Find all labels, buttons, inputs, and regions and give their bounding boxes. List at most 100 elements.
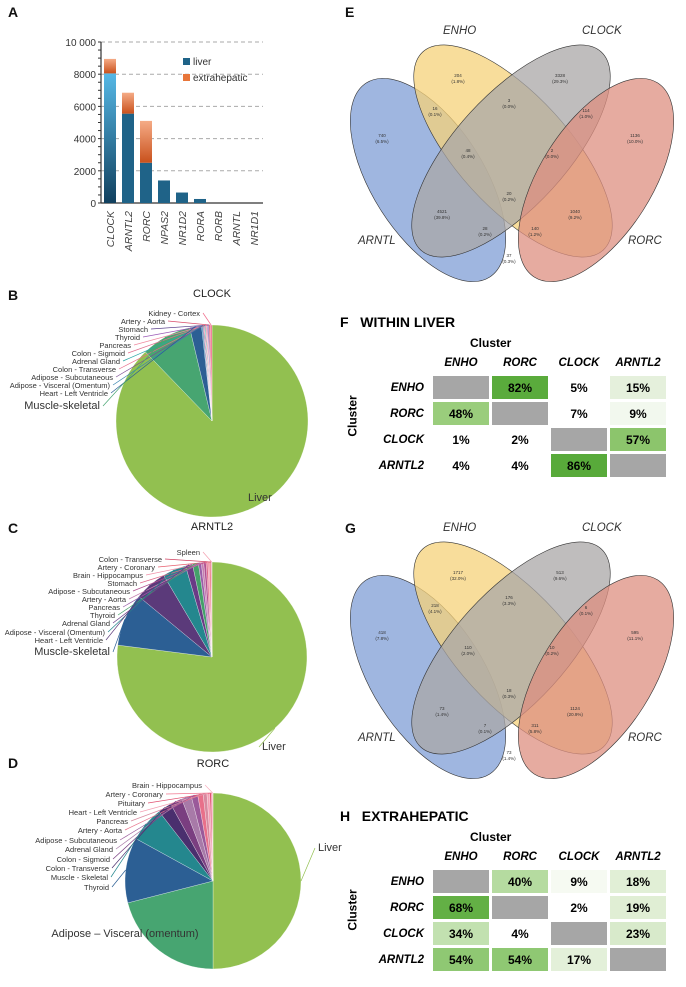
matrix-cell: 48%	[433, 402, 489, 425]
pie-label: Artery - Coronary	[105, 790, 163, 799]
venn-region-count: 10	[549, 645, 555, 650]
venn-region-percent: (7.8%)	[375, 636, 389, 641]
matrix-cell	[433, 870, 489, 893]
panel-label-f: F	[340, 314, 349, 330]
table-title: F WITHIN LIVER	[340, 314, 455, 330]
venn-region-percent: (0.3%)	[502, 259, 516, 264]
pie-leader-line	[167, 320, 210, 326]
pie-label: Pituitary	[118, 799, 145, 808]
pie-leader-line	[164, 558, 212, 563]
venn-set-rorc	[518, 575, 674, 779]
venn-region-count: 73	[506, 750, 512, 755]
venn-region-count: 595	[631, 630, 639, 635]
column-header: ARNTL2	[615, 851, 661, 863]
column-header: CLOCK	[558, 851, 600, 863]
pie-label: Artery - Coronary	[97, 563, 155, 572]
table-row: ARNTL2 4% 4% 86%	[373, 454, 666, 477]
table-row: RORC 68% 2% 19%	[373, 896, 666, 919]
matrix-cell: 40%	[492, 870, 548, 893]
venn-region-count: 3328	[555, 73, 566, 78]
pie-title: ARNTL2	[191, 521, 233, 533]
table-title-text: WITHIN LIVER	[360, 314, 456, 330]
pie-slice-kidney-cortex	[210, 324, 213, 422]
matrix-cell: 17%	[551, 948, 607, 971]
pie-leader-line	[202, 312, 212, 326]
pie-label: Adipose – Visceral (omentum)	[51, 928, 198, 940]
pie-leader-line	[112, 325, 203, 386]
venn-region-percent: (6.5%)	[375, 139, 389, 144]
venn-region-percent: (1.2%)	[528, 232, 542, 237]
pie-label: Colon - Transverse	[53, 365, 116, 374]
pie-leader-line	[111, 807, 165, 869]
pie-leader-line	[112, 800, 177, 860]
venn-region-count: 18	[506, 688, 512, 693]
matrix-cell	[551, 922, 607, 945]
venn-region-percent: (29.3%)	[552, 79, 568, 84]
matrix: ENHO RORC CLOCK ARNTL2 ENHO 82% 5% 15% RORC 48% 7%…	[370, 350, 669, 480]
row-header: CLOCK	[383, 433, 424, 446]
matrix-cell: 4%	[492, 922, 548, 945]
bar-liver-NPAS2	[158, 180, 170, 203]
legend-label-extrahepatic: extrahepatic	[193, 73, 247, 84]
pie-label: Muscle-skeletal	[34, 646, 110, 658]
venn-region-percent: (20.9%)	[567, 712, 583, 717]
venn-set-rorc	[518, 78, 674, 282]
row-header: ENHO	[390, 381, 424, 394]
x-tick-label: RORB	[213, 211, 225, 241]
venn-region-count: 4521	[437, 209, 448, 214]
pie-label: Pancreas	[88, 603, 120, 612]
pie-leader-line	[204, 784, 213, 794]
venn-set-label: ENHO	[443, 25, 476, 37]
column-header: RORC	[503, 851, 537, 863]
pie-title: RORC	[197, 758, 229, 770]
row-header: ARNTL2	[378, 953, 424, 966]
matrix-cell	[492, 896, 548, 919]
venn-region-count: 110	[464, 645, 472, 650]
venn-diagram-extrahepatic: ARNTL ENHO CLOCK RORC 418(7.8%) 1717(32.0%) 51…	[350, 522, 674, 779]
x-tick-label: NR1D2	[177, 211, 189, 246]
table-row: CLOCK 1% 2% 57%	[373, 428, 666, 451]
venn-set-label: RORC	[628, 235, 663, 247]
venn-region-percent: (0.4%)	[461, 154, 475, 159]
table-row: ENHO 40% 9% 18%	[373, 870, 666, 893]
bar-liver-NR1D2	[176, 192, 188, 203]
venn-region-count: 513	[556, 570, 564, 575]
venn-region-count: 204	[454, 73, 462, 78]
matrix-cell: 34%	[433, 922, 489, 945]
venn-region-count: 418	[378, 630, 386, 635]
pie-label: Adipose - Subcutaneous	[31, 373, 113, 382]
pie-label: Kidney - Cortex	[148, 309, 200, 318]
pie-leader-line	[111, 869, 126, 888]
venn-region-percent: (3.3%)	[502, 601, 516, 606]
pie-label: Muscle-skeletal	[24, 400, 100, 412]
venn-region-count: 140	[531, 226, 539, 231]
pie-label: Thyroid	[84, 883, 109, 892]
corner-cell	[373, 353, 430, 373]
panel-label-h: H	[340, 808, 351, 824]
matrix-cell	[610, 948, 666, 971]
row-axis-label: Cluster	[345, 395, 360, 437]
venn-region-count: 176	[505, 595, 513, 600]
pie-label: Adipose - Visceral (Omentum)	[5, 628, 106, 637]
y-tick-label: 4000	[74, 135, 97, 146]
panel-label-c: C	[8, 520, 19, 536]
matrix-cell: 54%	[433, 948, 489, 971]
pie-label: Colon - Sigmoid	[72, 349, 125, 358]
bar-extrahepatic-RORC	[140, 120, 152, 163]
pie-leader-line	[107, 569, 175, 633]
matrix-cell: 57%	[610, 428, 666, 451]
venn-set-label: CLOCK	[582, 25, 623, 37]
bar-liver-ARNTL2	[122, 113, 134, 203]
column-header: ENHO	[444, 851, 478, 863]
pie-label: Thyroid	[115, 333, 140, 342]
pie-label: Brain - Hippocampus	[73, 571, 143, 580]
matrix-cell	[492, 402, 548, 425]
y-tick-label: 0	[90, 199, 96, 210]
venn-region-count: 20	[506, 191, 512, 196]
pie-label: Stomach	[118, 325, 148, 334]
pie-label: Stomach	[107, 579, 137, 588]
matrix-cell: 9%	[610, 402, 666, 425]
matrix-cell: 86%	[551, 454, 607, 477]
